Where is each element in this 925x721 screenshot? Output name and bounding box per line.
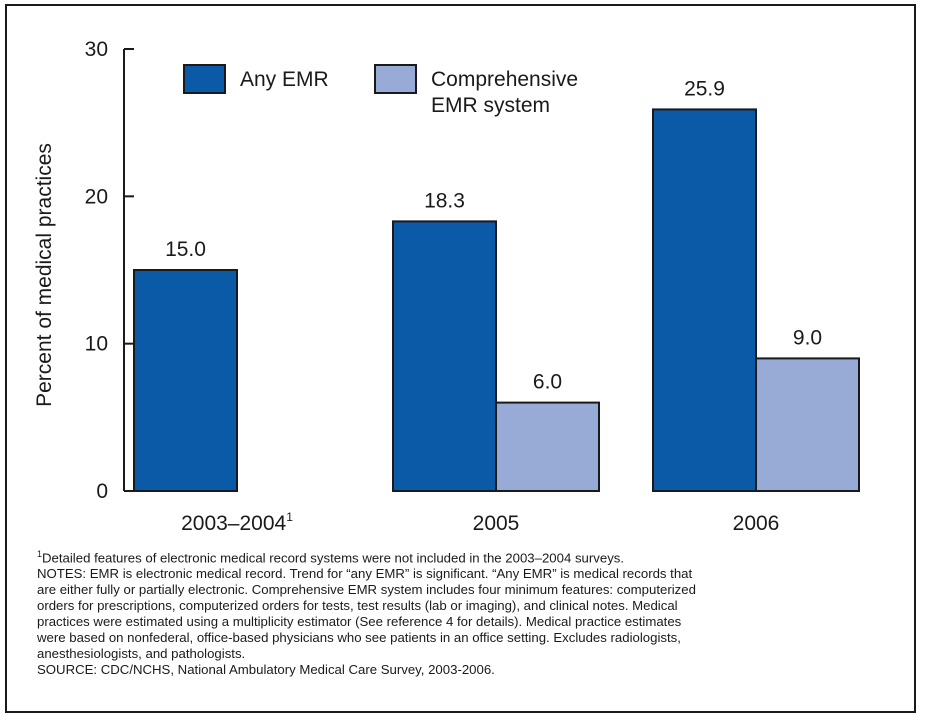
bar-comprehensive-2	[755, 357, 860, 492]
data-label-comprehensive-1: 6.0	[533, 371, 562, 394]
data-label-any-emr-2: 25.9	[684, 77, 725, 100]
y-tick-label: 0	[96, 480, 108, 503]
chart-axes: 0 10 20 30 Percent of medical practices	[33, 38, 134, 503]
bar-comprehensive-1	[495, 401, 600, 493]
figure-notes: 1Detailed features of electronic medical…	[37, 546, 857, 678]
y-tick-label: 10	[85, 333, 108, 356]
legend-swatch-any-emr	[183, 64, 226, 94]
bar-any-emr-0	[133, 269, 238, 492]
notes-line-6: anesthesiologists, and pathologists.	[37, 646, 246, 662]
notes-line-2: are either fully or partially electronic…	[37, 582, 696, 598]
notes-line-1: NOTES: EMR is electronic medical record.…	[37, 566, 693, 582]
legend-label-comprehensive-1: Comprehensive	[431, 68, 578, 91]
chart-bars	[133, 108, 860, 493]
legend-label-any-emr: Any EMR	[240, 68, 329, 91]
chart-legend: Any EMR Comprehensive EMR system	[183, 64, 578, 117]
notes-line-4: practices were estimated using a multipl…	[37, 614, 682, 630]
figure-frame: 0 10 20 30 Percent of medical practices 15.0…	[5, 4, 916, 713]
y-tick-label: 20	[85, 185, 108, 208]
footnote-text: Detailed features of electronic medical …	[42, 550, 625, 566]
y-tick-label: 30	[85, 38, 108, 61]
x-category-label-0: 2003–20041	[181, 510, 293, 535]
footnote: 1Detailed features of electronic medical…	[37, 546, 857, 566]
data-label-any-emr-0: 15.0	[165, 238, 206, 261]
x-category-label-2: 2006	[733, 512, 780, 535]
data-label-any-emr-1: 18.3	[424, 189, 465, 212]
bar-chart: 0 10 20 30 Percent of medical practices 15.0…	[33, 38, 860, 535]
source-line: SOURCE: CDC/NCHS, National Ambulatory Me…	[37, 662, 495, 678]
bar-any-emr-2	[652, 108, 757, 492]
legend-label-comprehensive-2: EMR system	[431, 94, 550, 117]
bar-any-emr-1	[392, 220, 497, 492]
legend-swatch-comprehensive	[374, 64, 417, 94]
chart-labels: 15.0 18.3 25.9 6.0 9.0 2003–20041 2005 2006	[165, 77, 822, 535]
x-category-label-1: 2005	[473, 512, 520, 535]
data-label-comprehensive-2: 9.0	[793, 326, 822, 349]
notes-line-3: orders for prescriptions, computerized o…	[37, 598, 678, 614]
footnote-mark: 1	[37, 549, 43, 559]
y-axis-title: Percent of medical practices	[33, 143, 56, 407]
notes-line-5: were based on nonfederal, office-based p…	[37, 630, 681, 646]
